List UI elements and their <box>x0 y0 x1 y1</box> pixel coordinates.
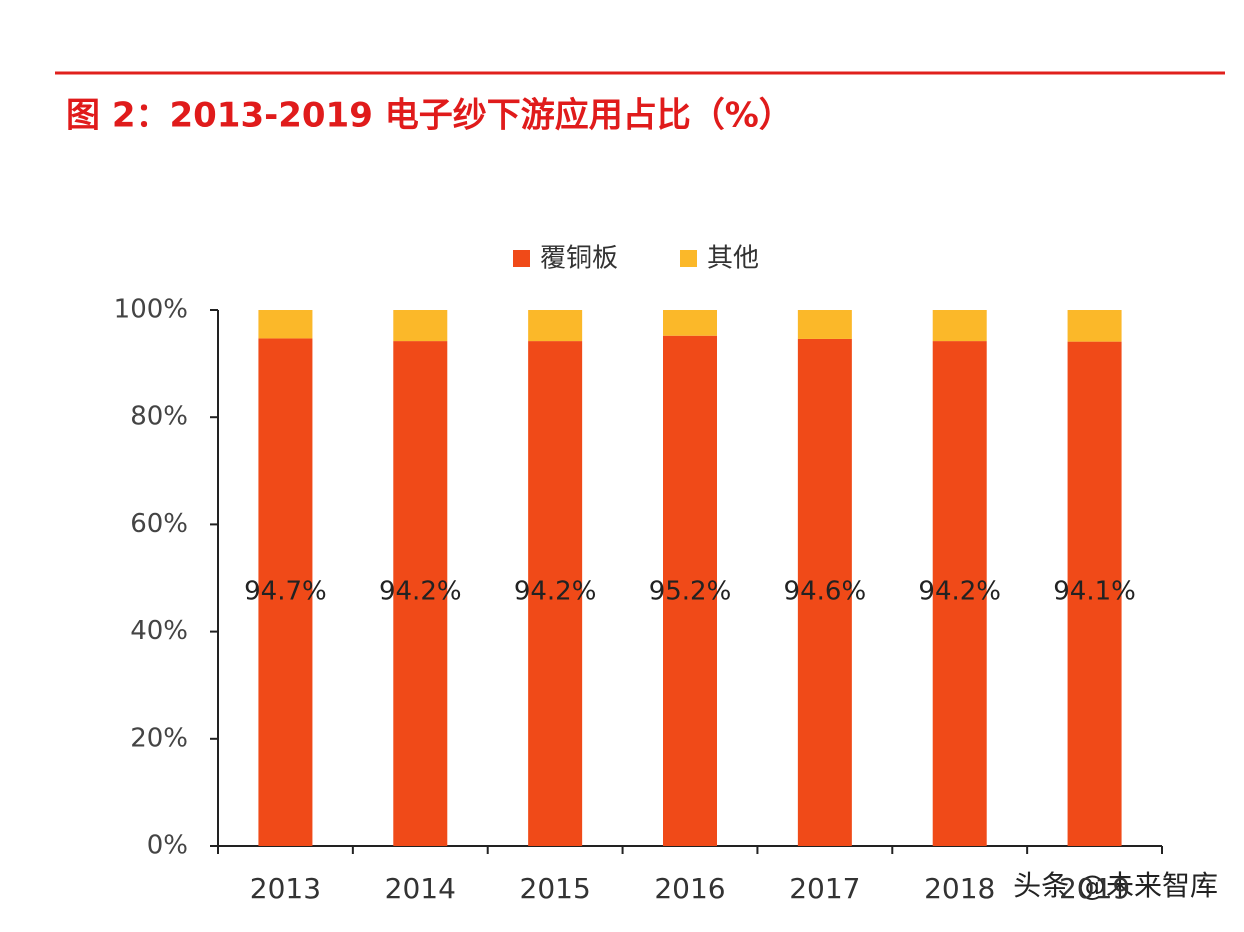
x-tick-label: 2017 <box>789 872 860 905</box>
bar-segment <box>663 310 717 336</box>
bar-segment <box>258 338 313 846</box>
legend-label: 覆铜板 <box>540 244 618 274</box>
bar-segment <box>393 310 448 342</box>
y-tick-label: 80% <box>130 402 188 432</box>
y-tick-label: 60% <box>130 509 188 539</box>
bar-segment <box>258 310 313 339</box>
data-label: 94.2% <box>379 577 462 607</box>
x-tick-label: 2015 <box>520 872 591 905</box>
x-tick-label: 2014 <box>385 872 456 905</box>
legend-label: 其他 <box>707 244 759 274</box>
legend-swatch <box>680 250 697 267</box>
bar-segment <box>932 310 987 342</box>
bar-segment <box>528 310 583 342</box>
y-tick-label: 40% <box>130 616 188 646</box>
bar-segment <box>1067 341 1122 846</box>
bar-segment <box>663 335 717 846</box>
bar-segment <box>932 341 987 846</box>
y-tick-label: 0% <box>147 831 188 861</box>
y-tick-label: 20% <box>130 723 188 753</box>
x-tick-label: 2013 <box>250 872 321 905</box>
legend-swatch <box>513 250 530 267</box>
bar-segment <box>393 341 448 846</box>
data-label: 94.2% <box>514 577 597 607</box>
data-label: 94.1% <box>1053 577 1136 607</box>
data-label: 94.2% <box>918 577 1001 607</box>
x-tick-label: 2019 <box>1059 872 1130 905</box>
bar-segment <box>1067 310 1122 342</box>
bar-segment <box>528 341 583 846</box>
bar-segment <box>797 338 852 846</box>
data-label: 95.2% <box>649 577 732 607</box>
x-tick-label: 2016 <box>654 872 725 905</box>
bar-segment <box>797 310 852 339</box>
data-label: 94.7% <box>244 577 327 607</box>
data-label: 94.6% <box>784 577 867 607</box>
y-tick-label: 100% <box>114 295 188 325</box>
chart-title: 图 2：2013-2019 电子纱下游应用占比（%） <box>66 96 793 136</box>
watermark: 头条 @未来智库 <box>1013 869 1218 902</box>
x-tick-label: 2018 <box>924 872 995 905</box>
